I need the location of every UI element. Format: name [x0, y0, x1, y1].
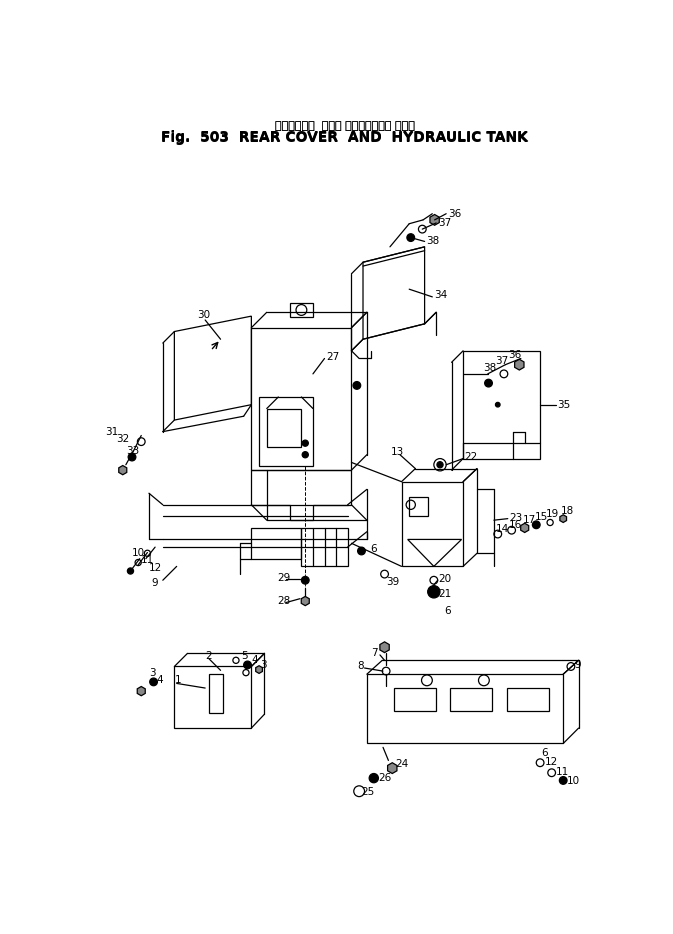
Text: 4: 4: [157, 675, 164, 686]
Text: リヤーカバー  および ハイドロリック タンク: リヤーカバー および ハイドロリック タンク: [275, 120, 415, 131]
Text: 14: 14: [495, 524, 509, 534]
Polygon shape: [118, 465, 127, 474]
Circle shape: [353, 382, 361, 389]
Text: 8: 8: [357, 661, 363, 672]
Polygon shape: [430, 215, 439, 225]
Bar: [394, 688, 436, 711]
Bar: [450, 688, 493, 711]
Text: 21: 21: [439, 589, 452, 599]
Circle shape: [495, 403, 500, 407]
Text: 5: 5: [242, 651, 248, 660]
Circle shape: [559, 776, 567, 785]
Text: 4: 4: [251, 656, 258, 665]
Polygon shape: [302, 597, 310, 605]
Polygon shape: [560, 515, 567, 522]
Text: 39: 39: [386, 577, 399, 587]
Circle shape: [485, 379, 493, 387]
Text: 11: 11: [555, 767, 569, 777]
Text: 17: 17: [522, 516, 536, 525]
Text: 9: 9: [151, 578, 158, 588]
Text: 31: 31: [105, 427, 118, 436]
Circle shape: [149, 678, 157, 686]
Polygon shape: [521, 523, 529, 532]
Bar: [209, 674, 223, 713]
Text: 35: 35: [557, 400, 570, 410]
Polygon shape: [137, 686, 145, 696]
Circle shape: [357, 547, 365, 555]
Polygon shape: [380, 642, 389, 653]
Text: リヤーカバー  および ハイドロリック タンク: リヤーカバー および ハイドロリック タンク: [275, 120, 415, 131]
Circle shape: [302, 576, 309, 584]
Text: 32: 32: [116, 434, 130, 445]
Text: 29: 29: [277, 573, 290, 583]
Polygon shape: [256, 666, 262, 673]
Text: 30: 30: [197, 309, 211, 319]
Text: 1: 1: [174, 675, 181, 686]
Text: 18: 18: [561, 506, 574, 516]
Circle shape: [128, 453, 136, 460]
Text: 36: 36: [448, 208, 461, 219]
Circle shape: [427, 586, 440, 598]
Bar: [507, 688, 549, 711]
Polygon shape: [515, 360, 524, 370]
Circle shape: [369, 773, 378, 783]
Text: 7: 7: [371, 647, 378, 658]
Bar: [267, 408, 302, 447]
Text: Fig.  503  REAR COVER  AND  HYDRAULIC TANK: Fig. 503 REAR COVER AND HYDRAULIC TANK: [161, 131, 528, 145]
Text: 20: 20: [439, 574, 452, 585]
Text: 6: 6: [444, 606, 450, 616]
Text: 19: 19: [546, 509, 559, 519]
Bar: [290, 303, 313, 317]
Text: 6: 6: [371, 545, 378, 555]
Text: Fig.  503  REAR COVER  AND  HYDRAULIC TANK: Fig. 503 REAR COVER AND HYDRAULIC TANK: [161, 132, 528, 146]
Text: 2: 2: [205, 651, 212, 660]
Text: 34: 34: [434, 290, 447, 301]
Text: 6: 6: [542, 748, 548, 757]
Circle shape: [437, 461, 443, 468]
Text: 26: 26: [378, 773, 392, 783]
Polygon shape: [388, 763, 397, 773]
Text: 16: 16: [509, 520, 522, 530]
Text: 3: 3: [149, 668, 155, 678]
Circle shape: [532, 521, 540, 529]
Text: 24: 24: [395, 759, 409, 770]
Text: 37: 37: [437, 218, 451, 228]
Bar: [409, 497, 429, 517]
Text: 38: 38: [426, 236, 439, 247]
Circle shape: [244, 661, 251, 669]
Text: 38: 38: [483, 363, 497, 374]
Text: 10: 10: [567, 776, 580, 786]
Text: 28: 28: [277, 596, 290, 606]
Text: 22: 22: [464, 452, 478, 462]
Text: 12: 12: [544, 757, 558, 767]
Text: 23: 23: [509, 513, 522, 523]
Text: 37: 37: [495, 356, 509, 366]
Text: 12: 12: [149, 563, 162, 573]
Circle shape: [302, 452, 308, 458]
Text: 3: 3: [260, 660, 267, 670]
Text: 13: 13: [391, 447, 404, 458]
Circle shape: [302, 440, 308, 446]
Text: 36: 36: [507, 349, 521, 360]
Text: 15: 15: [535, 512, 548, 522]
Text: 25: 25: [361, 787, 375, 797]
Circle shape: [407, 234, 415, 242]
Circle shape: [127, 568, 133, 574]
Text: 33: 33: [127, 446, 140, 456]
Text: 10: 10: [132, 547, 145, 558]
Text: 11: 11: [141, 555, 155, 565]
Text: 27: 27: [326, 352, 339, 362]
Text: 9: 9: [574, 660, 581, 670]
